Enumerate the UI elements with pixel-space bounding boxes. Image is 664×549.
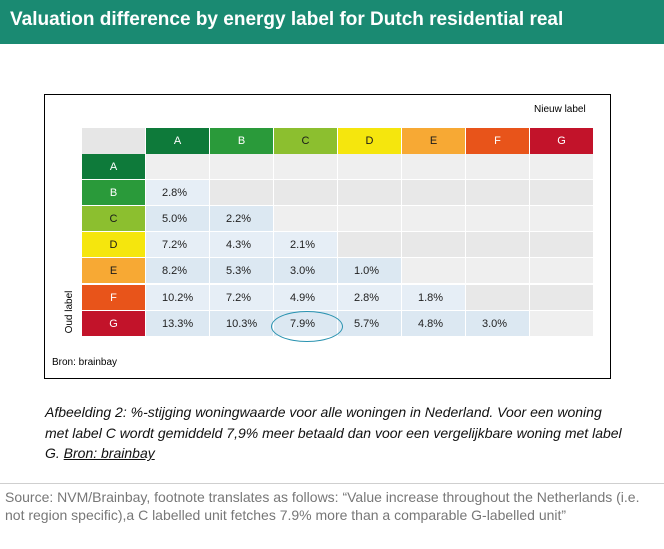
matrix-value: 13.3% bbox=[146, 311, 209, 336]
matrix-value: 4.3% bbox=[210, 232, 273, 257]
new-label-legend: Nieuw label bbox=[534, 104, 586, 115]
matrix-empty bbox=[338, 206, 401, 231]
matrix-value: 7.2% bbox=[146, 232, 209, 257]
matrix-empty bbox=[466, 258, 529, 283]
matrix-value: 10.3% bbox=[210, 311, 273, 336]
matrix-value: 2.8% bbox=[146, 180, 209, 205]
matrix-empty bbox=[466, 232, 529, 257]
old-label-c: C bbox=[82, 206, 145, 231]
matrix-value: 4.9% bbox=[274, 285, 337, 310]
old-label-f: F bbox=[82, 285, 145, 310]
new-label-a: A bbox=[146, 128, 209, 154]
caption-text: Afbeelding 2: %-stijging woningwaarde vo… bbox=[45, 404, 622, 461]
matrix-value: 5.0% bbox=[146, 206, 209, 231]
matrix-empty bbox=[402, 258, 465, 283]
header-bar: Valuation difference by energy label for… bbox=[0, 0, 664, 44]
matrix-value: 5.7% bbox=[338, 311, 401, 336]
figure-caption: Afbeelding 2: %-stijging woningwaarde vo… bbox=[45, 402, 625, 464]
matrix-value: 2.8% bbox=[338, 285, 401, 310]
matrix-value: 2.1% bbox=[274, 232, 337, 257]
matrix-value: 1.8% bbox=[402, 285, 465, 310]
old-label-d: D bbox=[82, 232, 145, 257]
matrix-value: 5.3% bbox=[210, 258, 273, 283]
matrix-empty bbox=[530, 154, 593, 179]
highlight-circle bbox=[271, 311, 343, 342]
matrix-empty bbox=[530, 232, 593, 257]
matrix-empty bbox=[530, 206, 593, 231]
matrix-empty bbox=[466, 285, 529, 310]
matrix-value: 4.8% bbox=[402, 311, 465, 336]
caption-source-link[interactable]: Bron: brainbay bbox=[63, 445, 155, 461]
matrix-empty bbox=[338, 232, 401, 257]
new-label-g: G bbox=[530, 128, 593, 154]
matrix-empty bbox=[274, 180, 337, 205]
new-label-b: B bbox=[210, 128, 273, 154]
matrix-value: 1.0% bbox=[338, 258, 401, 283]
matrix-empty bbox=[466, 180, 529, 205]
old-label-b: B bbox=[82, 180, 145, 205]
matrix-empty bbox=[466, 206, 529, 231]
new-label-f: F bbox=[466, 128, 529, 154]
matrix-empty bbox=[402, 206, 465, 231]
new-label-e: E bbox=[402, 128, 465, 154]
new-label-c: C bbox=[274, 128, 337, 154]
old-label-a: A bbox=[82, 154, 145, 179]
matrix-empty bbox=[530, 180, 593, 205]
page-title: Valuation difference by energy label for… bbox=[10, 9, 564, 30]
figure-source: Bron: brainbay bbox=[52, 357, 118, 368]
matrix-value: 3.0% bbox=[274, 258, 337, 283]
matrix-empty bbox=[402, 232, 465, 257]
matrix-empty bbox=[338, 180, 401, 205]
matrix-empty bbox=[146, 154, 209, 179]
matrix-value: 7.2% bbox=[210, 285, 273, 310]
footnote: Source: NVM/Brainbay, footnote translate… bbox=[5, 489, 640, 523]
old-label-e: E bbox=[82, 258, 145, 283]
matrix-empty bbox=[530, 258, 593, 283]
matrix-empty bbox=[210, 154, 273, 179]
matrix-value: 10.2% bbox=[146, 285, 209, 310]
matrix-value: 8.2% bbox=[146, 258, 209, 283]
matrix-empty bbox=[402, 154, 465, 179]
matrix-value: 2.2% bbox=[210, 206, 273, 231]
matrix-empty bbox=[530, 311, 593, 336]
matrix-empty bbox=[530, 285, 593, 310]
new-label-d: D bbox=[338, 128, 401, 154]
matrix-empty bbox=[466, 154, 529, 179]
divider bbox=[0, 483, 664, 484]
matrix-empty bbox=[210, 180, 273, 205]
matrix-empty bbox=[274, 154, 337, 179]
matrix-empty bbox=[274, 206, 337, 231]
matrix-value: 3.0% bbox=[466, 311, 529, 336]
corner-cell bbox=[82, 128, 145, 154]
old-label-g: G bbox=[82, 311, 145, 336]
matrix-empty bbox=[402, 180, 465, 205]
matrix-empty bbox=[338, 154, 401, 179]
